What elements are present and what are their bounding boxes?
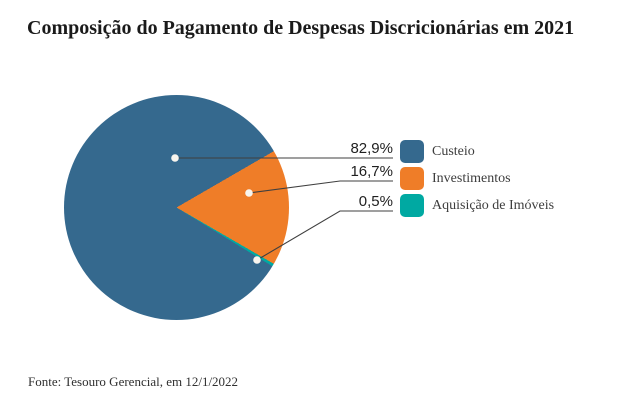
legend-swatch-aquisicao bbox=[400, 194, 424, 217]
legend-item-aquisicao: Aquisição de Imóveis bbox=[400, 194, 554, 217]
legend-item-investimentos: Investimentos bbox=[400, 167, 554, 190]
value-label-aquisicao: 0,5% bbox=[358, 193, 393, 210]
pie-chart bbox=[64, 95, 289, 320]
legend-label-investimentos: Investimentos bbox=[432, 170, 511, 186]
value-label-investimentos: 16,7% bbox=[350, 163, 393, 180]
chart-title: Composição do Pagamento de Despesas Disc… bbox=[27, 17, 575, 39]
legend-item-custeio: Custeio bbox=[400, 140, 554, 163]
legend-label-custeio: Custeio bbox=[432, 143, 475, 159]
value-label-custeio: 82,9% bbox=[350, 140, 393, 157]
legend-swatch-investimentos bbox=[400, 167, 424, 190]
source-note: Fonte: Tesouro Gerencial, em 12/1/2022 bbox=[28, 374, 239, 389]
legend-swatch-custeio bbox=[400, 140, 424, 163]
legend: Custeio Investimentos Aquisição de Imóve… bbox=[400, 140, 554, 221]
legend-label-aquisicao: Aquisição de Imóveis bbox=[432, 197, 555, 213]
